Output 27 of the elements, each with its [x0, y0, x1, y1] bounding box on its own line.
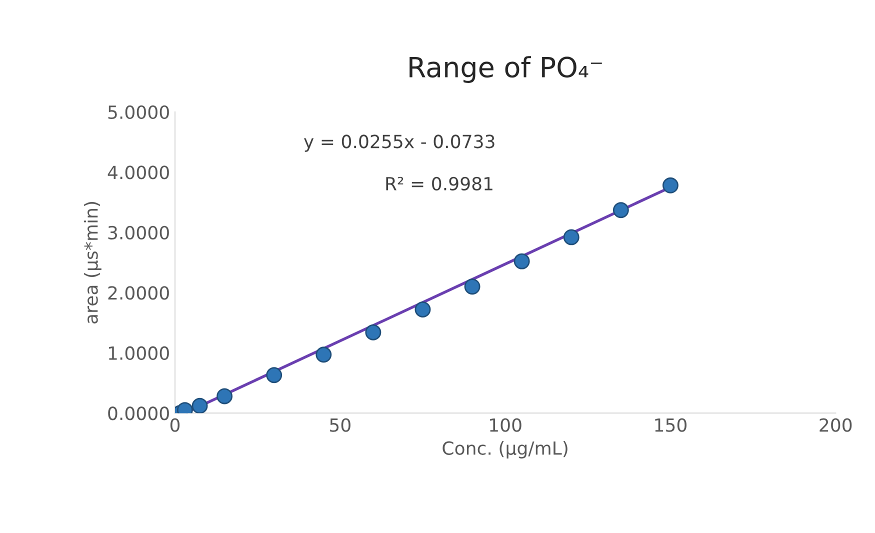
point [612, 202, 629, 218]
point [192, 398, 208, 414]
point [365, 324, 382, 340]
x-tick-label: 200 [820, 418, 852, 432]
point [514, 253, 530, 270]
point [563, 229, 580, 246]
point [414, 302, 431, 318]
x-tick-label: 0 [170, 418, 180, 432]
y-axis-title: area (μs*min) [84, 202, 102, 324]
y-tick-label: 5.0000 [108, 105, 169, 120]
point [266, 367, 282, 384]
annotation: y = 0.0255x - 0.0733 [304, 134, 494, 152]
y-tick-label: 3.0000 [108, 226, 169, 240]
x-axis-title: Conc. (μg/mL) [442, 440, 568, 458]
y-tick-label: 2.0000 [108, 286, 169, 300]
point [216, 388, 233, 404]
point [464, 278, 480, 295]
x-tick-label: 50 [330, 418, 350, 432]
point [662, 177, 678, 194]
x-tick-label: 150 [655, 418, 686, 432]
y-tick-label: 1.0000 [108, 346, 169, 360]
chart-title: Range of PO₄⁻ [410, 56, 602, 83]
y-tick-label: 0.0000 [108, 406, 169, 420]
point [316, 346, 332, 363]
y-tick-label: 4.0000 [108, 166, 169, 180]
x-tick-label: 100 [490, 418, 522, 432]
annotation: R² = 0.9981 [386, 176, 492, 190]
